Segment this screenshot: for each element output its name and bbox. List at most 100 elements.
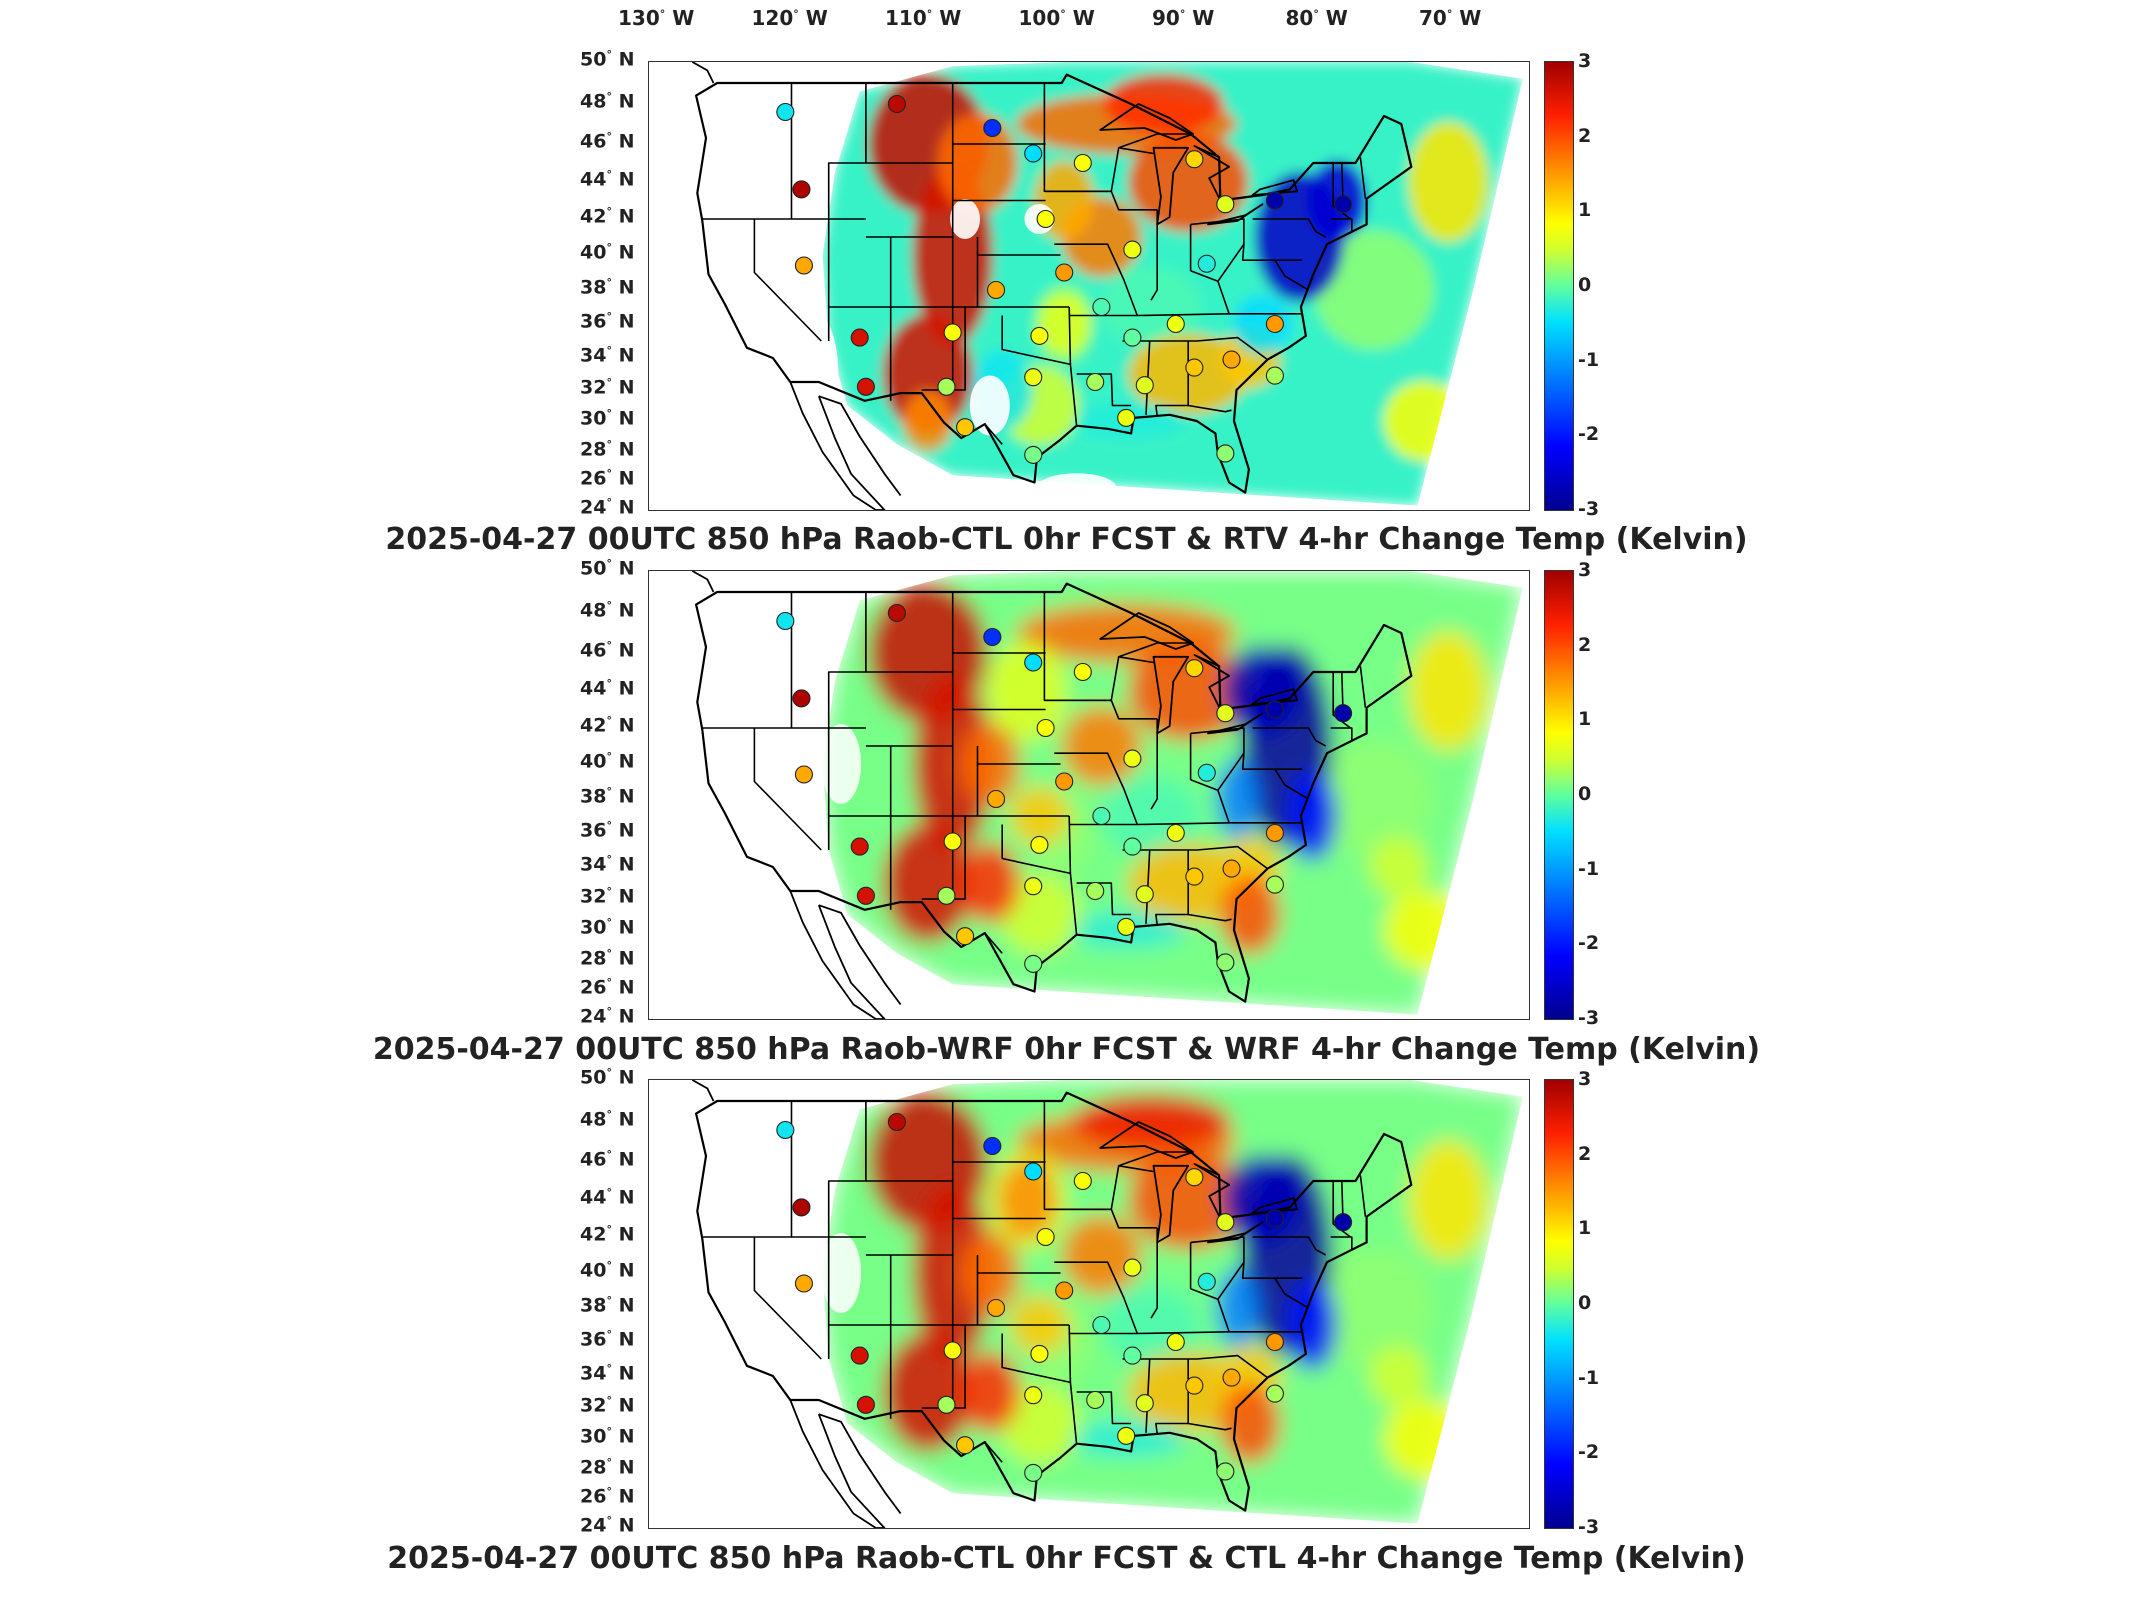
raob-station-marker bbox=[937, 377, 956, 396]
colorbar bbox=[1544, 1079, 1574, 1529]
latitude-label: 44° N bbox=[580, 168, 635, 191]
raob-station-marker bbox=[1197, 763, 1216, 782]
raob-station-marker bbox=[1185, 358, 1204, 377]
raob-station-marker bbox=[850, 837, 869, 856]
latitude-label: 34° N bbox=[580, 344, 635, 367]
colorbar-tick: 2 bbox=[1578, 633, 1592, 656]
map-plot-area bbox=[648, 61, 1530, 511]
raob-station-marker bbox=[792, 1198, 811, 1217]
raob-station-marker bbox=[794, 256, 813, 275]
latitude-label: 42° N bbox=[580, 714, 635, 737]
raob-station-marker bbox=[1123, 749, 1142, 768]
raob-station-marker bbox=[943, 1341, 962, 1360]
latitude-label: 42° N bbox=[580, 205, 635, 228]
raob-station-marker bbox=[986, 789, 1006, 809]
raob-station-marker bbox=[792, 689, 811, 708]
raob-station-marker bbox=[1055, 772, 1074, 791]
raob-station-marker bbox=[1092, 806, 1111, 826]
raob-station-marker bbox=[1024, 1162, 1043, 1181]
colorbar-tick: -3 bbox=[1578, 498, 1600, 520]
colorbar-tick: -1 bbox=[1578, 1366, 1600, 1389]
latitude-label: 38° N bbox=[580, 785, 635, 808]
raob-station-marker bbox=[1265, 823, 1284, 843]
raob-station-marker bbox=[1030, 1344, 1049, 1363]
longitude-label: 90° W bbox=[1152, 6, 1215, 30]
raob-station-marker bbox=[1185, 867, 1204, 886]
colorbar-tick: 1 bbox=[1578, 199, 1592, 222]
raob-station-marker bbox=[1024, 653, 1043, 672]
raob-station-marker bbox=[850, 1346, 869, 1365]
colorbar-tick: 0 bbox=[1578, 274, 1592, 296]
raob-station-marker bbox=[1166, 823, 1185, 843]
raob-station-marker bbox=[937, 1395, 956, 1414]
raob-station-marker bbox=[1086, 881, 1105, 901]
raob-station-marker bbox=[776, 102, 795, 122]
raob-station-marker bbox=[850, 328, 869, 347]
colorbar-tick: -2 bbox=[1578, 1441, 1600, 1464]
latitude-label: 36° N bbox=[580, 819, 635, 842]
longitude-label: 100° W bbox=[1018, 6, 1095, 30]
raob-station-marker bbox=[1216, 953, 1235, 972]
raob-station-marker bbox=[1030, 326, 1049, 345]
raob-station-marker bbox=[1086, 372, 1105, 392]
latitude-label: 36° N bbox=[580, 1328, 635, 1351]
latitude-label: 30° N bbox=[580, 407, 635, 430]
raob-station-marker bbox=[1024, 954, 1043, 973]
raob-station-marker bbox=[1117, 408, 1136, 427]
raob-station-marker bbox=[943, 832, 962, 851]
raob-station-marker bbox=[1216, 444, 1235, 463]
panel-title: 2025-04-27 00UTC 850 hPa Raob-CTL 0hr FC… bbox=[387, 1541, 1746, 1576]
raob-station-marker bbox=[1166, 1332, 1185, 1352]
raob-station-marker bbox=[1216, 1213, 1235, 1232]
raob-station-marker bbox=[1222, 859, 1241, 878]
raob-station-marker bbox=[943, 323, 962, 342]
latitude-label: 32° N bbox=[580, 885, 635, 908]
colorbar-tick: 0 bbox=[1578, 1292, 1592, 1314]
raob-station-marker bbox=[1334, 195, 1353, 214]
colorbar-tick: -3 bbox=[1578, 1007, 1600, 1029]
raob-station-marker bbox=[1135, 885, 1154, 904]
raob-station-marker bbox=[1123, 837, 1142, 856]
raob-station-marker bbox=[856, 377, 875, 396]
raob-station-marker bbox=[1117, 1426, 1136, 1445]
panel-title: 2025-04-27 00UTC 850 hPa Raob-CTL 0hr FC… bbox=[385, 522, 1748, 557]
colorbar-tick: -2 bbox=[1578, 423, 1600, 446]
latitude-label: 44° N bbox=[580, 1186, 635, 1209]
raob-station-marker bbox=[956, 418, 975, 437]
raob-station-marker bbox=[1334, 704, 1353, 723]
latitude-label: 34° N bbox=[580, 1362, 635, 1385]
raob-station-marker bbox=[983, 118, 1002, 138]
latitude-label: 48° N bbox=[580, 1108, 635, 1131]
latitude-label: 28° N bbox=[580, 947, 635, 970]
latitude-label: 46° N bbox=[580, 1148, 635, 1171]
raob-station-marker bbox=[1086, 1390, 1105, 1410]
latitude-label: 48° N bbox=[580, 599, 635, 622]
raob-station-marker bbox=[1030, 835, 1049, 854]
latitude-label: 38° N bbox=[580, 1294, 635, 1317]
raob-station-marker bbox=[986, 1298, 1006, 1318]
latitude-label: 36° N bbox=[580, 310, 635, 333]
raob-station-marker bbox=[1024, 1463, 1043, 1482]
raob-station-marker bbox=[1166, 314, 1185, 334]
latitude-label: 44° N bbox=[580, 677, 635, 700]
latitude-label: 40° N bbox=[580, 1259, 635, 1282]
raob-station-marker bbox=[1265, 1384, 1284, 1403]
raob-station-marker bbox=[1265, 1332, 1284, 1352]
latitude-label: 42° N bbox=[580, 1223, 635, 1246]
raob-station-marker bbox=[1216, 704, 1235, 723]
raob-station-marker bbox=[1024, 144, 1043, 163]
raob-station-marker bbox=[1036, 1227, 1055, 1247]
raob-station-marker bbox=[1265, 366, 1284, 385]
raob-station-marker bbox=[856, 886, 875, 905]
raob-station-marker bbox=[983, 1136, 1002, 1156]
latitude-label: 40° N bbox=[580, 750, 635, 773]
colorbar-tick: 2 bbox=[1578, 1142, 1592, 1165]
latitude-label: 50° N bbox=[580, 557, 635, 580]
longitude-label: 110° W bbox=[885, 6, 962, 30]
colorbar-tick: -1 bbox=[1578, 857, 1600, 880]
raob-station-marker bbox=[1123, 1258, 1142, 1277]
latitude-label: 32° N bbox=[580, 376, 635, 399]
latitude-label: 24° N bbox=[580, 1005, 635, 1028]
raob-station-marker bbox=[1135, 376, 1154, 395]
temperature-change-map bbox=[649, 1080, 1529, 1528]
